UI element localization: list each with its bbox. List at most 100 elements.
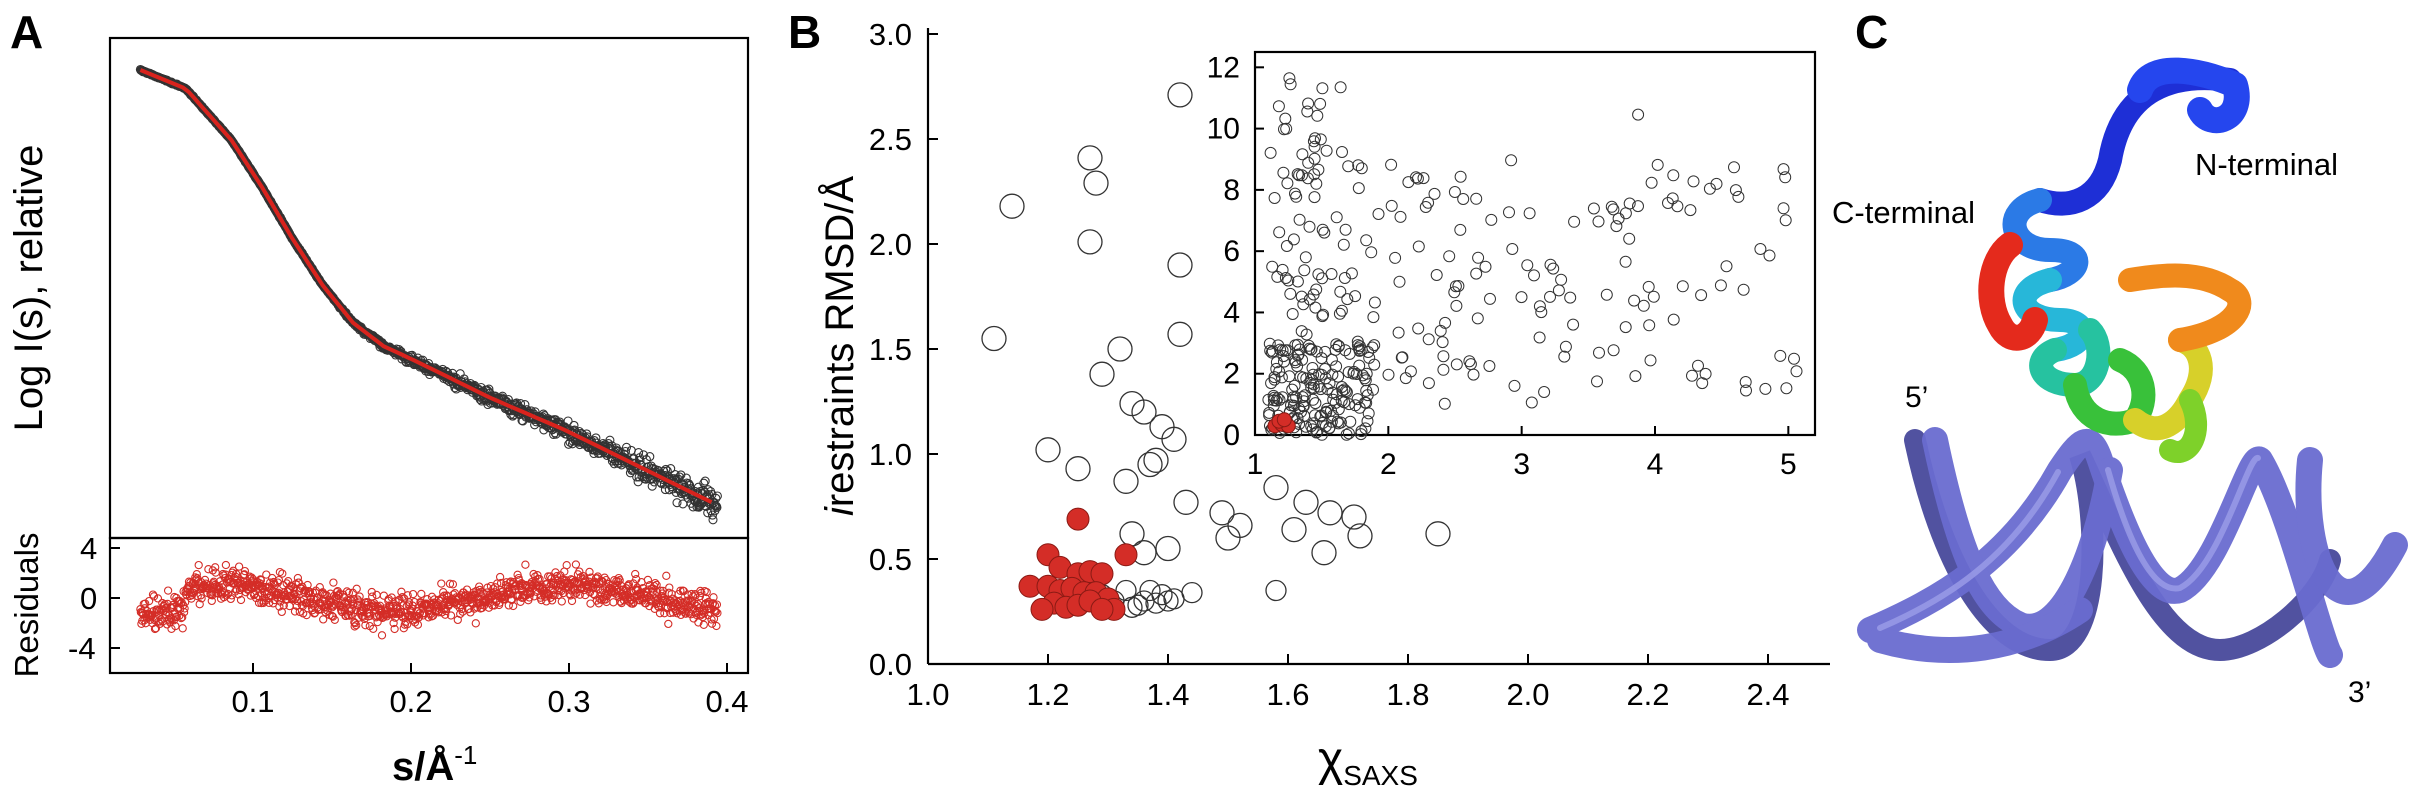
b-open-point — [1145, 592, 1167, 614]
residual-point — [477, 587, 486, 596]
inset-open-point — [1399, 372, 1412, 385]
inset-open-point — [1774, 349, 1787, 362]
b-open-point — [1139, 579, 1161, 602]
inset-open-point — [1327, 409, 1339, 422]
panel-a-fit-line — [139, 68, 713, 504]
inset-open-point — [1777, 163, 1790, 176]
inset-open-point — [1385, 199, 1398, 212]
inset-open-point — [1547, 262, 1560, 275]
inset-open-point — [1286, 383, 1299, 396]
panel-b-x-ticks: 1.0 1.2 1.4 1.6 1.8 2.0 2.2 2.4 — [906, 654, 1790, 712]
inset-open-point — [1619, 321, 1632, 334]
residual-point — [702, 587, 711, 597]
inset-open-point — [1296, 353, 1309, 366]
residual-point — [153, 594, 163, 603]
inset-open-point — [1505, 154, 1518, 167]
residual-point — [179, 608, 189, 617]
inset-open-point — [1293, 169, 1306, 182]
residual-point — [290, 607, 300, 616]
residual-point — [211, 563, 220, 572]
inset-open-point — [1587, 202, 1600, 215]
b-open-point — [1155, 535, 1181, 562]
b-open-point — [1107, 336, 1133, 362]
residual-point — [197, 594, 206, 603]
residual-point — [518, 580, 528, 589]
intensity-point — [563, 416, 573, 426]
inset-open-point — [1334, 416, 1347, 429]
inset-open-point — [1308, 152, 1321, 165]
inset-open-point — [1304, 376, 1317, 389]
residual-point — [445, 579, 455, 588]
inset-open-point — [1605, 200, 1618, 213]
residual-point — [344, 596, 353, 606]
b-xtick-label: 1.4 — [1146, 677, 1189, 712]
inset-open-point — [1788, 352, 1800, 365]
b-open-point — [1167, 252, 1193, 278]
inset-open-point — [1299, 251, 1312, 264]
a-xtick-0.3: 0.3 — [547, 684, 590, 719]
b-open-point — [1215, 525, 1241, 551]
residual-point — [246, 591, 255, 600]
residual-point — [352, 584, 361, 593]
inset-open-point — [1339, 344, 1352, 357]
residual-point — [251, 593, 261, 603]
residual-point — [712, 600, 722, 609]
inset-open-point — [1351, 339, 1364, 352]
inset-open-point — [1264, 146, 1277, 159]
residual-point — [709, 593, 718, 602]
residual-point — [509, 601, 518, 611]
inset-xtick-label: 5 — [1780, 448, 1797, 481]
ribbon-blue-top — [2127, 57, 2250, 134]
b-ytick-label: 3.0 — [869, 17, 912, 52]
residual-point — [475, 582, 484, 591]
panel-a-residual-label: Residuals — [8, 533, 45, 678]
residual-point — [525, 593, 534, 602]
inset-open-point — [1559, 340, 1572, 353]
inset-open-point — [1293, 213, 1306, 226]
residual-point — [401, 612, 410, 621]
inset-open-point — [1389, 251, 1402, 264]
inset-open-point — [1318, 226, 1331, 239]
inset-open-point — [1265, 346, 1278, 359]
inset-open-point — [1277, 166, 1290, 179]
residual-point — [149, 592, 159, 601]
inset-open-point — [1275, 371, 1288, 384]
residual-point — [698, 612, 707, 622]
inset-open-point — [1607, 203, 1620, 216]
inset-open-point — [1544, 258, 1557, 271]
b-open-point — [1143, 447, 1169, 473]
residual-point — [547, 596, 557, 605]
inset-open-point — [1315, 352, 1328, 365]
residual-point — [290, 589, 299, 599]
inset-open-point — [1308, 140, 1321, 153]
inset-open-point — [1454, 170, 1467, 183]
inset-open-point — [1274, 343, 1287, 356]
inset-open-point — [1303, 220, 1316, 233]
inset-open-point — [1790, 365, 1803, 378]
intensity-point — [645, 452, 655, 462]
inset-open-point — [1284, 287, 1297, 300]
ribbon-orange — [2118, 263, 2252, 352]
inset-open-point — [1628, 294, 1641, 307]
inset-xtick-label: 4 — [1647, 448, 1664, 481]
residual-point — [352, 621, 361, 630]
b-xtick-label: 1.8 — [1386, 677, 1429, 712]
inset-open-point — [1311, 109, 1324, 122]
residual-point — [395, 595, 404, 604]
inset-open-point — [1325, 268, 1338, 280]
residual-point — [334, 591, 343, 600]
intensity-point — [707, 510, 718, 520]
inset-open-point — [1291, 412, 1304, 425]
intensity-point — [712, 491, 722, 501]
inset-open-point — [1342, 427, 1355, 440]
inset-open-point — [1321, 383, 1334, 396]
inset-open-point — [1430, 269, 1443, 281]
inset-open-point — [1732, 190, 1745, 203]
residual-point — [496, 578, 506, 588]
inset-open-point — [1367, 311, 1380, 324]
inset-open-point — [1291, 168, 1304, 181]
panel-c-letter: C — [1855, 6, 1888, 58]
b-open-point — [1181, 581, 1203, 604]
residual-point — [234, 562, 244, 571]
inset-open-point — [1521, 259, 1534, 272]
